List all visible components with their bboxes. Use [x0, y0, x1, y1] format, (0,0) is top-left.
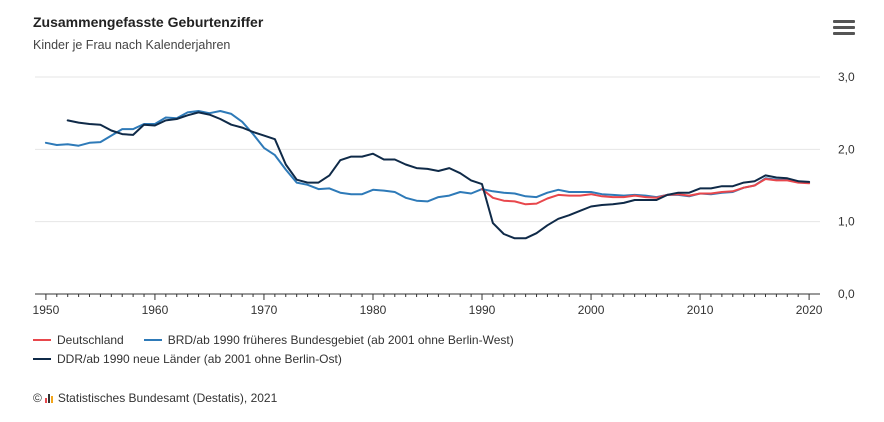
x-tick-label: 1950: [33, 303, 60, 317]
menu-bar: [833, 32, 855, 35]
legend-row-1: Deutschland BRD/ab 1990 früheres Bundesg…: [33, 333, 514, 347]
legend-item-ddr[interactable]: DDR/ab 1990 neue Länder (ab 2001 ohne Be…: [33, 352, 342, 366]
x-tick-label: 2000: [578, 303, 605, 317]
y-tick-label: 3,0: [838, 70, 855, 84]
legend-label-ddr: DDR/ab 1990 neue Länder (ab 2001 ohne Be…: [57, 352, 342, 366]
series-line-deutschland[interactable]: [481, 178, 811, 206]
destatis-logo-icon: [44, 393, 54, 403]
axes: 0,0 1,0 2,0 3,0 1950 1960 1970 1980 1990 2000 2010…: [33, 70, 855, 317]
x-tick-label: 1970: [251, 303, 278, 317]
legend-swatch-brd: [143, 339, 162, 341]
x-tick-label: 1960: [142, 303, 169, 317]
legend-swatch-deutschland: [33, 339, 51, 341]
grid: [35, 76, 820, 223]
x-tick-label: 2010: [687, 303, 714, 317]
y-tick-label: 1,0: [838, 215, 855, 229]
menu-bar: [833, 26, 855, 29]
legend-item-brd[interactable]: BRD/ab 1990 früheres Bundesgebiet (ab 20…: [143, 333, 514, 347]
series-line-ddr[interactable]: [66, 111, 811, 240]
copyright-symbol: ©: [33, 391, 42, 405]
series-lines: [44, 110, 811, 240]
chart-subtitle: Kinder je Frau nach Kalenderjahren: [33, 38, 231, 52]
credit-text: Statistisches Bundesamt (Destatis), 2021: [57, 391, 278, 405]
legend-row-2: DDR/ab 1990 neue Länder (ab 2001 ohne Be…: [33, 352, 342, 366]
credit-line: © Statistisches Bundesamt (Destatis), 20…: [33, 391, 277, 405]
hamburger-menu-icon[interactable]: [833, 20, 855, 40]
chart-title: Zusammengefasste Geburtenziffer: [33, 14, 264, 30]
legend-label-brd: BRD/ab 1990 früheres Bundesgebiet (ab 20…: [167, 333, 514, 347]
legend-item-deutschland[interactable]: Deutschland: [33, 333, 124, 347]
y-tick-label: 0,0: [838, 287, 855, 301]
legend-label-deutschland: Deutschland: [57, 333, 124, 347]
x-tick-label: 1990: [469, 303, 496, 317]
x-tick-label: 1980: [360, 303, 387, 317]
series-line-brd[interactable]: [44, 110, 811, 203]
legend-swatch-ddr: [33, 358, 51, 360]
y-tick-label: 2,0: [838, 142, 855, 156]
x-tick-label: 2020: [796, 303, 823, 317]
menu-bar: [833, 20, 855, 23]
